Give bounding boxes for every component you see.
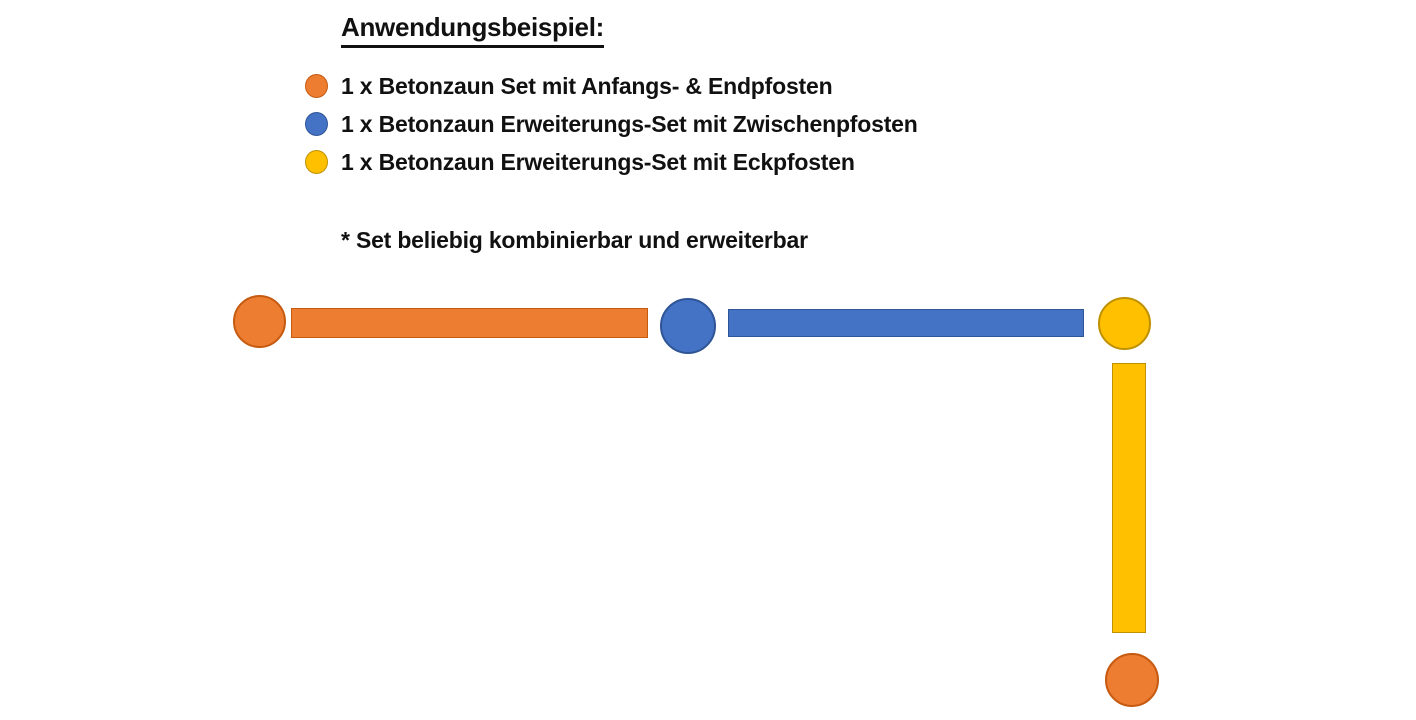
fence-panel-yellow-vertical [1112, 363, 1146, 633]
corner-post-circle [1098, 297, 1151, 350]
end-post-circle [1105, 653, 1159, 707]
start-post-circle [233, 295, 286, 348]
legend-item-label: 1 x Betonzaun Set mit Anfangs- & Endpfos… [341, 72, 833, 99]
combinable-note: * Set beliebig kombinierbar und erweiter… [341, 227, 808, 253]
fence-panel-orange [291, 308, 648, 338]
legend-item-label: 1 x Betonzaun Erweiterungs-Set mit Eckpf… [341, 148, 855, 175]
intermediate-post-circle [660, 298, 716, 354]
fence-panel-blue [728, 309, 1084, 337]
legend-item-label: 1 x Betonzaun Erweiterungs-Set mit Zwisc… [341, 110, 918, 137]
legend-item-zwischenpfosten: 1 x Betonzaun Erweiterungs-Set mit Zwisc… [305, 105, 918, 143]
orange-dot-icon [305, 74, 328, 98]
legend-item-anfangs-endpfosten: 1 x Betonzaun Set mit Anfangs- & Endpfos… [305, 67, 918, 105]
yellow-dot-icon [305, 150, 328, 174]
page-title: Anwendungsbeispiel: [341, 12, 604, 48]
blue-dot-icon [305, 112, 328, 136]
legend-item-eckpfosten: 1 x Betonzaun Erweiterungs-Set mit Eckpf… [305, 143, 918, 181]
legend: 1 x Betonzaun Set mit Anfangs- & Endpfos… [305, 67, 918, 181]
